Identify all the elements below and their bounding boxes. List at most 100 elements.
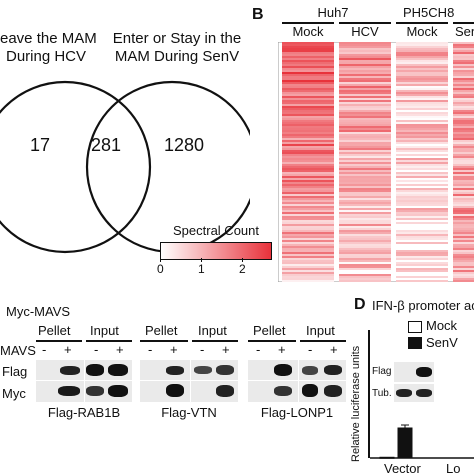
heatmap-cell <box>339 150 391 153</box>
heatmap-cell <box>396 218 448 221</box>
heatmap-cell <box>396 94 448 97</box>
x-label-second: Lo <box>446 461 461 476</box>
heatmap-cell <box>282 144 334 147</box>
blot2-input-line <box>192 340 238 342</box>
heatmap-cell <box>453 46 474 49</box>
heatmap-cell <box>339 84 391 87</box>
heatmap-cell <box>339 190 391 193</box>
heatmap-cell <box>453 252 474 255</box>
heatmap-cell <box>282 118 334 121</box>
heatmap-cell <box>282 222 334 225</box>
heatmap-cell <box>282 156 334 159</box>
heatmap-cell <box>339 246 391 249</box>
y-axis <box>368 330 370 458</box>
heatmap-cell <box>453 68 474 71</box>
heatmap-cell <box>453 102 474 105</box>
heatmap-cell <box>396 244 448 247</box>
heatmap-cell <box>282 128 334 131</box>
venn-right-title-line2: MAM During SenV <box>114 48 240 65</box>
heatmap-cell <box>282 64 334 67</box>
heatmap-cell <box>396 236 448 239</box>
heatmap-cell <box>396 70 448 73</box>
heatmap-cell <box>339 92 391 95</box>
heatmap-cell <box>396 168 448 171</box>
heatmap-cell <box>396 264 448 267</box>
heatmap-cell <box>396 54 448 57</box>
legend-senv-label: SenV <box>426 335 458 350</box>
heatmap-cell <box>339 56 391 59</box>
heatmap-cell <box>396 82 448 85</box>
heatmap-cell <box>282 42 334 45</box>
heatmap-cell <box>282 274 334 277</box>
band <box>216 365 234 375</box>
heatmap-cell <box>339 174 391 177</box>
col-label-mock-1: Mock <box>292 24 324 39</box>
heatmap-cell <box>282 224 334 227</box>
heatmap-cell <box>396 100 448 103</box>
heatmap-cell <box>339 176 391 179</box>
venn-count-right: 1280 <box>164 135 205 155</box>
heatmap-cell <box>453 278 474 281</box>
heatmap-cell <box>282 272 334 275</box>
heatmap-cell <box>396 60 448 63</box>
heatmap-cell <box>282 88 334 91</box>
heatmap-cell <box>339 166 391 169</box>
venn-left-title-line2: During HCV <box>6 48 87 65</box>
heatmap-cell <box>396 208 448 211</box>
heatmap-cell <box>453 52 474 55</box>
heatmap-cell <box>453 194 474 197</box>
heatmap-cell <box>396 258 448 261</box>
heatmap-cell <box>396 96 448 99</box>
heatmap-cell <box>396 142 448 145</box>
heatmap-cell <box>396 124 448 127</box>
heatmap-cell <box>282 162 334 165</box>
heatmap-cell <box>339 186 391 189</box>
heatmap-cell <box>453 276 474 279</box>
y-axis-label: Relative luciferase units <box>350 345 362 462</box>
sign-plus: + <box>222 342 230 357</box>
heatmap-cell <box>396 152 448 155</box>
heatmap-cell <box>396 182 448 185</box>
heatmap-cell <box>396 118 448 121</box>
heatmap-cell <box>282 112 334 115</box>
heatmap-cell <box>339 128 391 131</box>
venn-left-circle <box>0 80 152 254</box>
heatmap-cell <box>282 150 334 153</box>
heatmap-cell <box>282 80 334 83</box>
heatmap-cell <box>453 56 474 59</box>
heatmap-cell <box>453 72 474 75</box>
blot2-input: Input <box>198 323 227 338</box>
heatmap-cell <box>453 240 474 243</box>
heatmap-cell <box>453 110 474 113</box>
heatmap-cell <box>282 198 334 201</box>
heatmap-cell <box>396 240 448 243</box>
heatmap-cell <box>453 142 474 145</box>
heatmap-cell <box>339 146 391 149</box>
heatmap-cell <box>453 148 474 151</box>
heatmap-cell <box>453 84 474 87</box>
heatmap-cell <box>339 162 391 165</box>
heatmap-cell <box>339 132 391 135</box>
heatmap-cell <box>339 274 391 277</box>
heatmap-cell <box>282 250 334 253</box>
heatmap-cell <box>453 162 474 165</box>
heatmap-cell <box>453 106 474 109</box>
sign-minus: - <box>94 342 99 357</box>
heatmap-cell <box>339 232 391 235</box>
heatmap-cell <box>339 258 391 261</box>
heatmap-cell <box>282 196 334 199</box>
legend-colorbar <box>160 242 272 260</box>
heatmap-cell <box>453 190 474 193</box>
heatmap-cell <box>453 78 474 81</box>
venn-right-title-line1: Enter or Stay in the <box>112 30 242 47</box>
heatmap-cell <box>282 120 334 123</box>
sign-minus: - <box>308 342 313 357</box>
inset-tub-blot <box>394 384 434 402</box>
heatmap-cell <box>339 96 391 99</box>
heatmap-cell <box>453 82 474 85</box>
heatmap-cell <box>282 220 334 223</box>
heatmap-cell <box>282 190 334 193</box>
heatmap-cell <box>282 134 334 137</box>
heatmap-cell <box>453 214 474 217</box>
heatmap-cell <box>282 238 334 241</box>
